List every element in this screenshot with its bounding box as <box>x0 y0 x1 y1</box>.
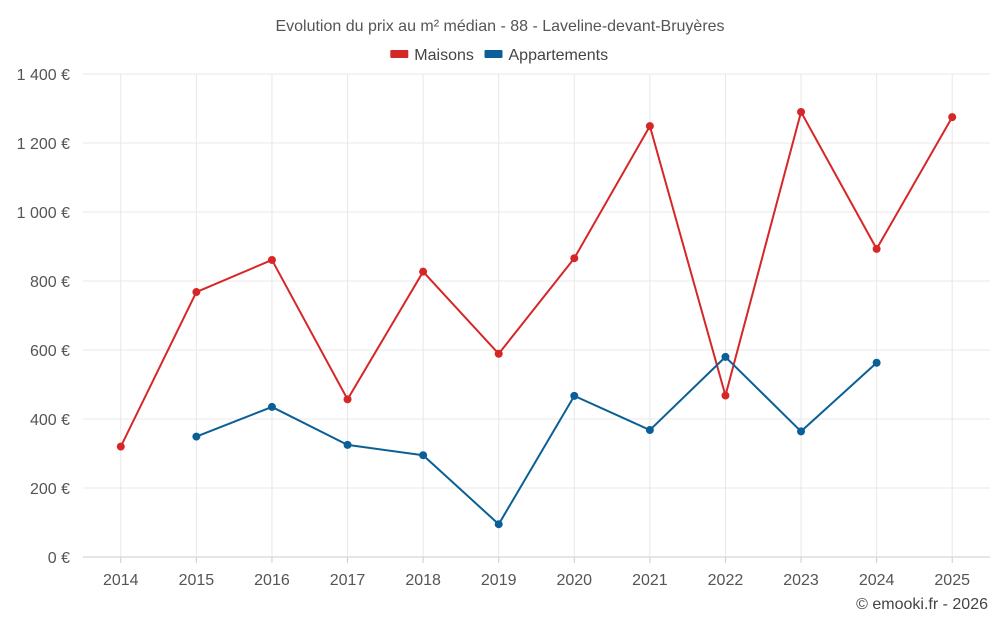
ticks: 0 € 200 € 400 € 600 € 800 € 1 000 € 1 200 € 1 4… <box>17 67 970 589</box>
data-point-maisons[interactable] <box>419 267 428 276</box>
x-tick-label: 2024 <box>859 572 895 589</box>
data-point-maisons[interactable] <box>494 349 503 358</box>
data-point-appartements[interactable] <box>419 451 428 460</box>
data-point-maisons[interactable] <box>645 122 654 131</box>
x-tick-label: 2019 <box>481 572 517 589</box>
chart-title: Evolution du prix au m² médian - 88 - La… <box>275 18 724 35</box>
x-tick-label: 2014 <box>103 572 139 589</box>
data-point-appartements[interactable] <box>645 426 654 435</box>
y-tick-label: 400 € <box>30 412 70 429</box>
legend-swatch <box>390 50 409 58</box>
legend-item-maisons[interactable]: Maisons <box>390 47 474 64</box>
x-tick-label: 2016 <box>254 572 290 589</box>
legend: Maisons Appartements <box>390 47 608 64</box>
grid <box>83 73 990 563</box>
series-line-maisons <box>119 110 954 448</box>
data-point-appartements[interactable] <box>797 427 806 436</box>
data-point-appartements[interactable] <box>343 440 352 449</box>
data-point-appartements[interactable] <box>570 391 579 400</box>
y-tick-label: 200 € <box>30 481 70 498</box>
x-tick-label: 2022 <box>708 572 744 589</box>
legend-item-appartements[interactable]: Appartements <box>484 47 609 64</box>
x-tick-label: 2021 <box>632 572 668 589</box>
data-point-maisons[interactable] <box>267 255 276 264</box>
data-point-maisons[interactable] <box>872 244 881 253</box>
y-tick-label: 1 000 € <box>17 205 70 222</box>
x-tick-label: 2020 <box>556 572 592 589</box>
data-point-appartements[interactable] <box>267 402 276 411</box>
data-point-maisons[interactable] <box>570 254 579 263</box>
x-tick-label: 2017 <box>330 572 366 589</box>
data-point-maisons[interactable] <box>116 442 125 451</box>
legend-label: Maisons <box>414 47 474 64</box>
data-point-maisons[interactable] <box>192 288 201 297</box>
legend-swatch <box>484 50 503 58</box>
data-point-appartements[interactable] <box>872 358 881 367</box>
data-point-maisons[interactable] <box>343 395 352 404</box>
y-tick-label: 600 € <box>30 343 70 360</box>
data-point-maisons[interactable] <box>721 391 730 400</box>
y-tick-label: 0 € <box>48 550 70 567</box>
y-tick-label: 1 200 € <box>17 136 70 153</box>
x-tick-label: 2015 <box>179 572 215 589</box>
data-point-appartements[interactable] <box>721 352 730 361</box>
x-tick-label: 2025 <box>934 572 970 589</box>
y-tick-label: 1 400 € <box>17 67 70 84</box>
data-point-appartements[interactable] <box>192 432 201 441</box>
data-point-maisons[interactable] <box>797 107 806 116</box>
series-line-appartements <box>196 355 878 526</box>
data-point-maisons[interactable] <box>948 113 957 122</box>
legend-label: Appartements <box>509 47 609 64</box>
credit-text: © emooki.fr - 2026 <box>856 596 988 613</box>
series-layer <box>116 107 957 529</box>
x-tick-label: 2018 <box>405 572 441 589</box>
y-tick-label: 800 € <box>30 274 70 291</box>
data-point-appartements[interactable] <box>494 520 503 529</box>
x-tick-label: 2023 <box>783 572 819 589</box>
